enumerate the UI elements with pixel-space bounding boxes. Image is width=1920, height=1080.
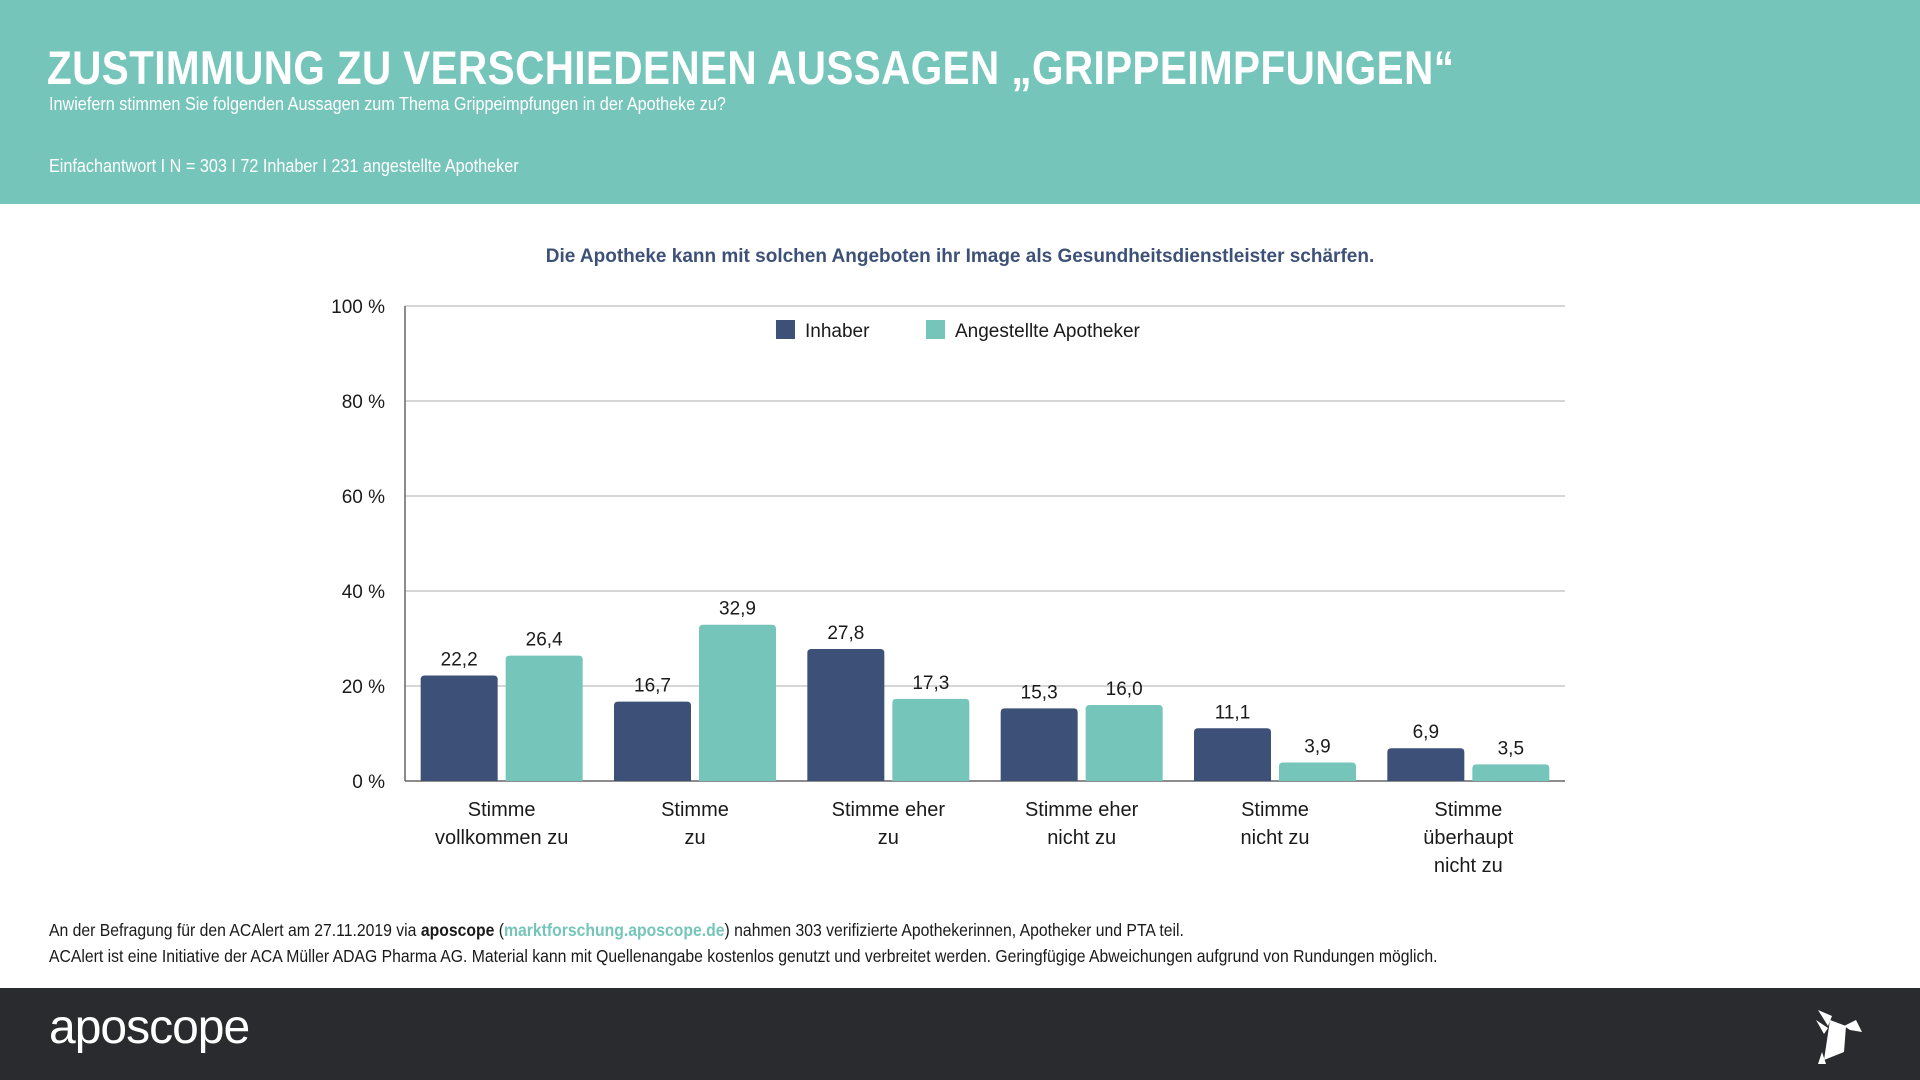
x-category-label: nicht zu	[1434, 855, 1503, 877]
x-category-label: Stimme	[1241, 799, 1309, 821]
x-category-label: überhaupt	[1423, 827, 1514, 849]
footnote-text: (	[494, 920, 504, 940]
data-label: 22,2	[441, 650, 478, 671]
data-label: 16,7	[634, 676, 671, 697]
footnote-line-1: An der Befragung für den ACAlert am 27.1…	[49, 920, 1184, 941]
chart-title: Die Apotheke kann mit solchen Angeboten …	[545, 246, 1375, 267]
footnote-link[interactable]: marktforschung.aposcope.de	[503, 920, 725, 940]
data-label: 6,9	[1413, 722, 1439, 743]
data-label: 11,1	[1215, 702, 1251, 723]
legend-label: Inhaber	[805, 321, 870, 342]
page-subtitle: Inwiefern stimmen Sie folgenden Aussagen…	[49, 94, 726, 114]
legend-label: Angestellte Apotheker	[955, 321, 1141, 342]
y-tick-label: 60 %	[342, 487, 385, 508]
x-category-label: vollkommen zu	[435, 827, 568, 849]
legend-swatch-angestellte	[926, 320, 945, 339]
origami-bird-icon	[1816, 1010, 1862, 1064]
bar-chart: 0 % 20 % 40 % 60 % 80 % 100 % 22,2 26,4 Stimme vo…	[331, 297, 1565, 877]
x-category-label: zu	[878, 827, 899, 849]
bar-inhaber	[1387, 748, 1465, 781]
bar-angestellte	[505, 655, 583, 781]
x-category-label: Stimme	[468, 799, 536, 821]
y-tick-label: 20 %	[342, 677, 385, 698]
data-label: 3,9	[1304, 736, 1330, 757]
x-category-label: nicht zu	[1241, 827, 1310, 849]
x-category-label: Stimme eher	[1025, 799, 1139, 821]
footnote-line-2: ACAlert ist eine Initiative der ACA Müll…	[49, 946, 1438, 966]
x-category-label: Stimme	[661, 799, 729, 821]
x-category-label: nicht zu	[1047, 827, 1116, 849]
data-label: 32,9	[719, 599, 756, 620]
footnote-text: An der Befragung für den ACAlert am 27.1…	[49, 920, 421, 940]
bar-angestellte	[1085, 705, 1163, 781]
y-tick-label: 80 %	[342, 392, 385, 413]
footer-bar: aposcope	[0, 988, 1920, 1080]
bar-inhaber	[1194, 728, 1271, 781]
bar-inhaber	[420, 675, 498, 781]
data-label: 16,0	[1106, 679, 1143, 700]
bar-angestellte	[699, 624, 776, 781]
y-tick-label: 40 %	[342, 582, 385, 603]
aposcope-logo: aposcope	[49, 1001, 250, 1054]
header-banner: ZUSTIMMUNG ZU VERSCHIEDENEN AUSSAGEN „GR…	[0, 0, 1920, 204]
y-tick-label: 0 %	[352, 772, 385, 793]
data-label: 17,3	[912, 673, 949, 694]
x-category-label: zu	[684, 827, 705, 849]
data-label: 15,3	[1021, 682, 1058, 703]
bar-inhaber	[1000, 708, 1078, 781]
page-title: ZUSTIMMUNG ZU VERSCHIEDENEN AUSSAGEN „GR…	[47, 41, 1455, 94]
footnote-text: ) nahmen 303 verifizierte Apothekerinnen…	[724, 920, 1184, 940]
data-label: 27,8	[827, 623, 864, 644]
bar-angestellte	[892, 698, 970, 781]
bar-inhaber	[807, 648, 885, 781]
legend-swatch-inhaber	[776, 320, 795, 339]
y-tick-label: 100 %	[331, 297, 385, 318]
data-label: 26,4	[526, 630, 563, 651]
x-category-label: Stimme	[1434, 799, 1502, 821]
bar-angestellte	[1472, 764, 1550, 781]
sample-info: Einfachantwort I N = 303 I 72 Inhaber I …	[49, 156, 519, 176]
bar-angestellte	[1279, 762, 1356, 781]
x-category-label: Stimme eher	[832, 799, 946, 821]
footnote-brand: aposcope	[420, 920, 495, 940]
data-label: 3,5	[1498, 738, 1524, 759]
bar-inhaber	[614, 701, 691, 781]
